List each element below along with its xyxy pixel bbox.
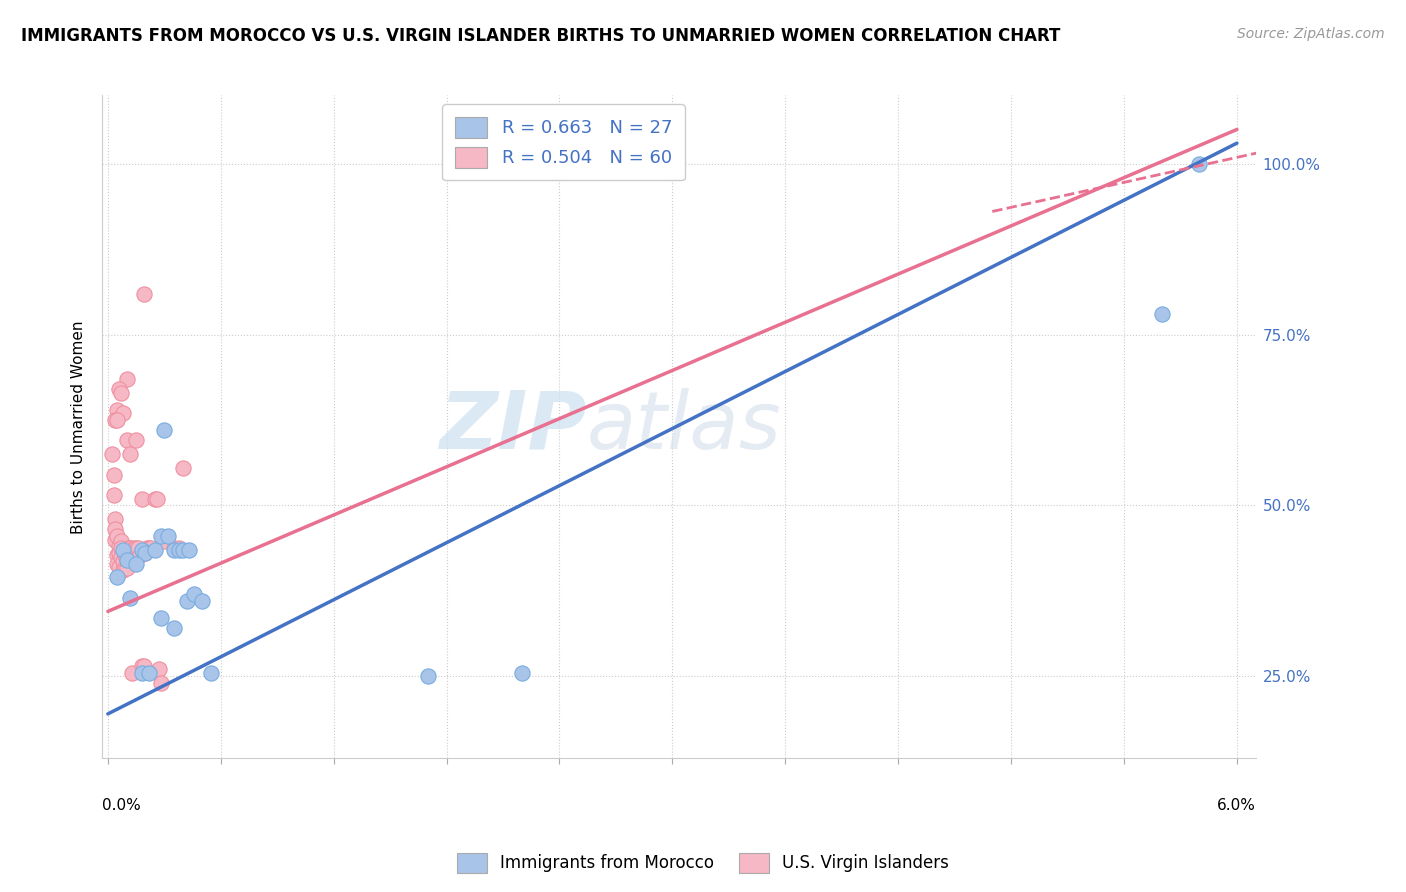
Point — [172, 542, 194, 557]
Point — [115, 553, 138, 567]
Point — [114, 548, 136, 562]
Point — [149, 529, 172, 543]
Point — [105, 548, 128, 562]
Point — [111, 554, 134, 568]
Point — [114, 561, 136, 575]
Point — [200, 665, 222, 680]
Point — [125, 541, 148, 555]
Point — [108, 546, 131, 560]
Point — [122, 541, 145, 555]
Y-axis label: Births to Unmarried Women: Births to Unmarried Women — [72, 320, 86, 533]
Point — [132, 659, 155, 673]
Point — [157, 529, 180, 543]
Point — [138, 665, 160, 680]
Point — [191, 594, 214, 608]
Point — [108, 540, 131, 554]
Point — [110, 385, 132, 400]
Point — [105, 529, 128, 543]
Point — [183, 587, 205, 601]
Text: Source: ZipAtlas.com: Source: ZipAtlas.com — [1237, 27, 1385, 41]
Point — [149, 676, 172, 690]
Point — [163, 622, 186, 636]
Point — [121, 665, 143, 680]
Point — [143, 542, 166, 557]
Point — [143, 491, 166, 506]
Text: ZIP: ZIP — [439, 388, 586, 466]
Point — [172, 460, 194, 475]
Point — [110, 541, 132, 555]
Point — [120, 541, 142, 555]
Point — [110, 533, 132, 548]
Point — [105, 413, 128, 427]
Point — [110, 549, 132, 564]
Point — [115, 434, 138, 448]
Text: IMMIGRANTS FROM MOROCCO VS U.S. VIRGIN ISLANDER BIRTHS TO UNMARRIED WOMEN CORREL: IMMIGRANTS FROM MOROCCO VS U.S. VIRGIN I… — [21, 27, 1060, 45]
Point — [132, 286, 155, 301]
Legend: Immigrants from Morocco, U.S. Virgin Islanders: Immigrants from Morocco, U.S. Virgin Isl… — [450, 847, 956, 880]
Point — [108, 560, 131, 574]
Point — [117, 541, 139, 555]
Point — [148, 663, 170, 677]
Point — [128, 548, 150, 562]
Point — [134, 546, 156, 560]
Point — [125, 434, 148, 448]
Point — [153, 533, 176, 548]
Point — [149, 611, 172, 625]
Point — [117, 541, 139, 555]
Point — [138, 541, 160, 555]
Point — [136, 541, 159, 555]
Point — [146, 491, 169, 506]
Point — [115, 553, 138, 567]
Point — [104, 533, 127, 547]
Point — [122, 549, 145, 564]
Point — [131, 542, 153, 557]
Point — [100, 447, 122, 461]
Point — [153, 423, 176, 437]
Point — [125, 557, 148, 571]
Point — [1150, 307, 1173, 321]
Point — [139, 541, 162, 555]
Point — [163, 541, 186, 555]
Point — [128, 548, 150, 562]
Point — [103, 488, 125, 502]
Point — [125, 548, 148, 562]
Point — [120, 548, 142, 562]
Point — [104, 413, 127, 427]
Point — [131, 659, 153, 673]
Point — [169, 542, 191, 557]
Point — [1188, 156, 1211, 170]
Point — [127, 541, 149, 555]
Point — [105, 402, 128, 417]
Point — [134, 546, 156, 560]
Point — [169, 541, 191, 555]
Text: 6.0%: 6.0% — [1216, 798, 1256, 814]
Point — [105, 570, 128, 584]
Text: 0.0%: 0.0% — [103, 798, 141, 814]
Text: atlas: atlas — [586, 388, 782, 466]
Point — [104, 522, 127, 536]
Point — [176, 594, 198, 608]
Point — [111, 406, 134, 420]
Point — [105, 557, 128, 571]
Point — [120, 591, 142, 605]
Point — [108, 382, 131, 396]
Point — [163, 542, 186, 557]
Point — [115, 372, 138, 386]
Point — [111, 563, 134, 577]
Point — [416, 669, 439, 683]
Point — [115, 561, 138, 575]
Point — [103, 467, 125, 482]
Point — [510, 665, 533, 680]
Point — [131, 491, 153, 506]
Legend: R = 0.663   N = 27, R = 0.504   N = 60: R = 0.663 N = 27, R = 0.504 N = 60 — [443, 104, 685, 180]
Point — [121, 549, 143, 564]
Point — [131, 665, 153, 680]
Point — [104, 512, 127, 526]
Point — [177, 542, 200, 557]
Point — [120, 447, 142, 461]
Point — [111, 542, 134, 557]
